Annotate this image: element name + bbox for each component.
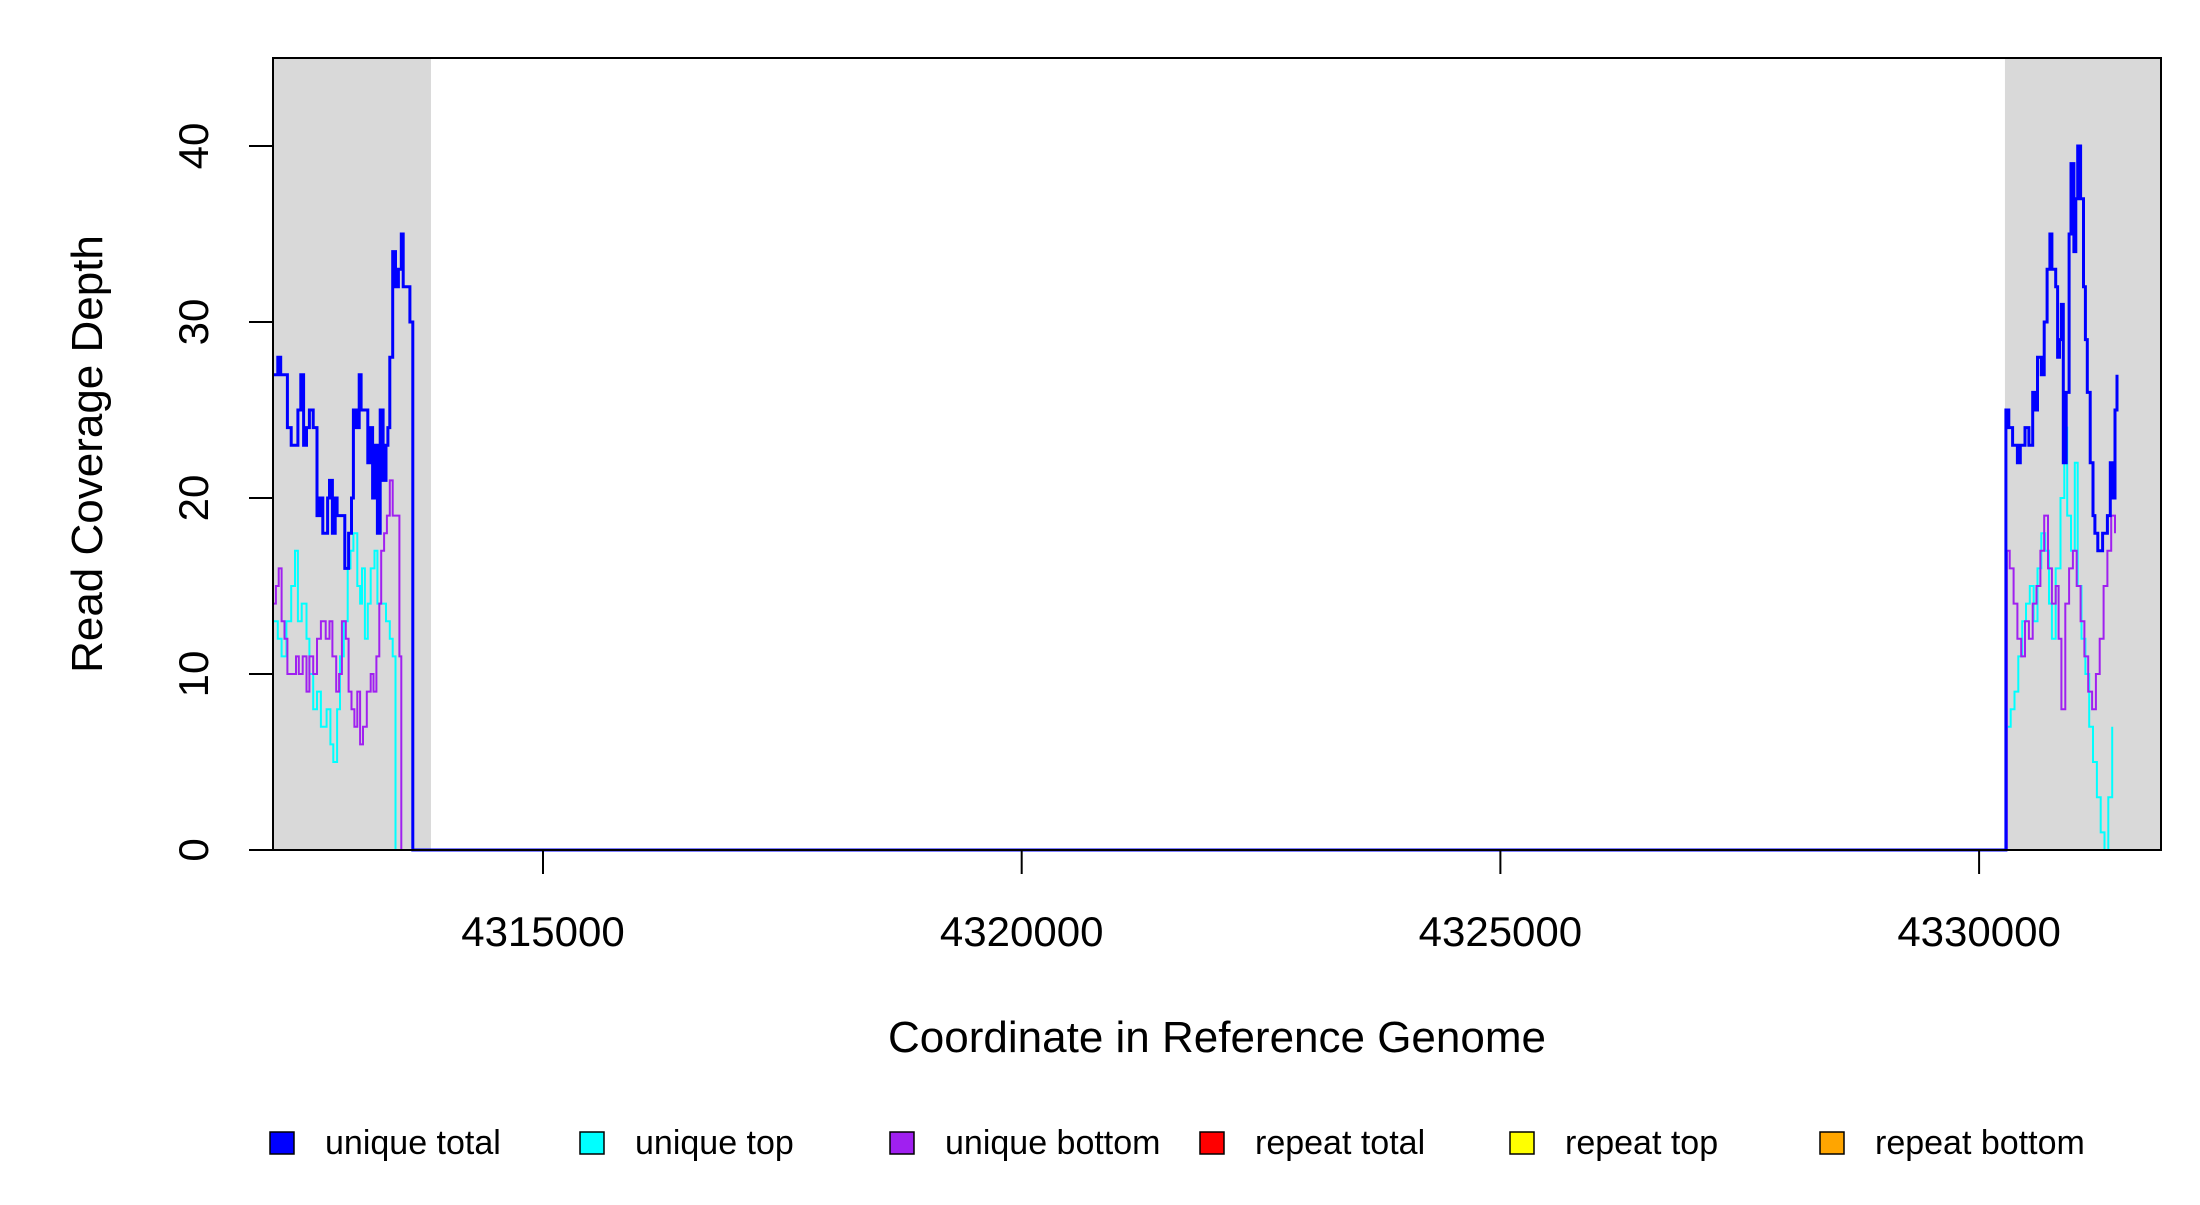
x-tick-label: 4315000 xyxy=(461,908,625,955)
legend-label-repeat-bottom: repeat bottom xyxy=(1875,1124,2085,1162)
legend-swatch-repeat-top xyxy=(1509,1131,1535,1155)
series-line-unique-bottom xyxy=(273,479,2116,851)
legend-swatch-unique-top xyxy=(579,1131,605,1155)
y-axis: 0 10 20 30 40 xyxy=(170,123,274,862)
series-lines xyxy=(273,144,2161,852)
legend-label-repeat-top: repeat top xyxy=(1565,1124,1718,1162)
y-tick-label: 30 xyxy=(170,299,217,346)
x-axis: 4315000 4320000 4325000 4330000 xyxy=(461,850,2061,955)
y-tick-label: 20 xyxy=(170,475,217,522)
legend-swatch-repeat-total xyxy=(1199,1131,1225,1155)
legend-label-repeat-total: repeat total xyxy=(1255,1124,1425,1162)
x-tick-label: 4320000 xyxy=(940,908,1104,955)
x-tick-label: 4325000 xyxy=(1419,908,1583,955)
y-tick-label: 10 xyxy=(170,651,217,698)
legend-swatch-unique-total xyxy=(269,1131,295,1155)
shaded-region-2 xyxy=(2004,58,2161,850)
legend-label-unique-total: unique total xyxy=(325,1124,501,1162)
x-tick-label: 4330000 xyxy=(1897,908,2061,955)
legend-swatch-repeat-bottom xyxy=(1819,1131,1845,1155)
x-axis-label: Coordinate in Reference Genome xyxy=(888,1013,1546,1062)
legend-label-unique-top: unique top xyxy=(635,1124,794,1162)
series-line-unique-top xyxy=(273,426,2114,851)
y-tick-label: 40 xyxy=(170,123,217,170)
shaded-regions xyxy=(273,58,2161,850)
plot-frame xyxy=(272,57,2162,851)
legend-label-unique-bottom: unique bottom xyxy=(945,1124,1161,1162)
y-axis-label: Read Coverage Depth xyxy=(63,235,112,673)
legend: unique total unique top unique bottom repea… xyxy=(269,1124,2085,1162)
series-line-unique-total xyxy=(273,144,2119,852)
y-tick-label: 0 xyxy=(170,838,217,861)
legend-swatch-unique-bottom xyxy=(889,1131,915,1155)
